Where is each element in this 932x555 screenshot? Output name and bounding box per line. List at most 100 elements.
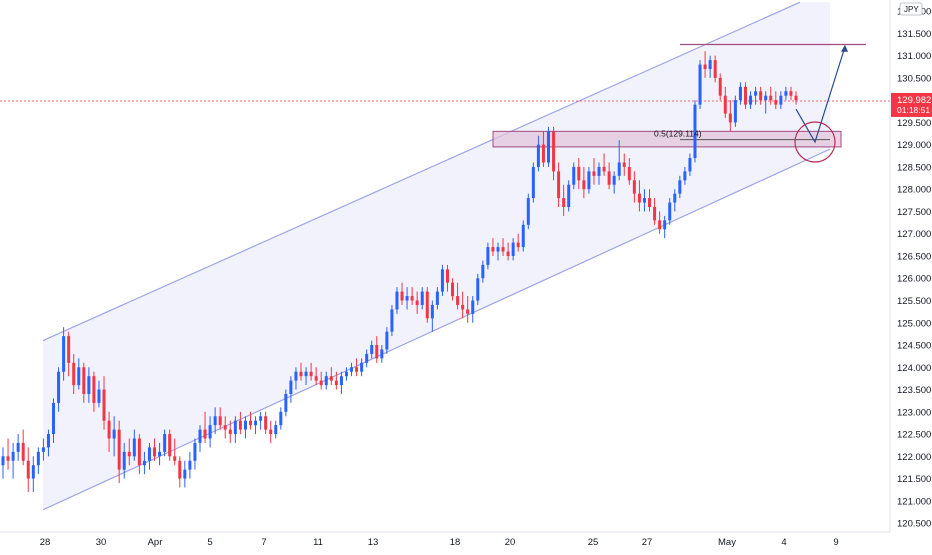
candle[interactable]	[547, 126, 551, 167]
candle[interactable]	[703, 51, 707, 78]
candle[interactable]	[749, 91, 753, 110]
candle[interactable]	[405, 287, 409, 310]
candle[interactable]	[334, 371, 338, 390]
candle[interactable]	[248, 411, 252, 430]
candle[interactable]	[11, 442, 15, 479]
candle[interactable]	[723, 86, 727, 118]
candle[interactable]	[163, 429, 167, 457]
currency-badge[interactable]	[899, 2, 923, 16]
candle[interactable]	[264, 411, 268, 435]
candle[interactable]	[637, 180, 641, 212]
candle[interactable]	[259, 411, 263, 430]
candle[interactable]	[592, 158, 596, 185]
candle[interactable]	[491, 238, 495, 256]
candle[interactable]	[678, 175, 682, 199]
candle[interactable]	[6, 438, 10, 470]
candle[interactable]	[132, 429, 136, 461]
candle[interactable]	[36, 447, 40, 475]
candle[interactable]	[158, 442, 162, 466]
candle[interactable]	[440, 264, 444, 297]
candle[interactable]	[663, 215, 667, 239]
candle[interactable]	[471, 296, 475, 323]
candle[interactable]	[122, 442, 126, 479]
candle[interactable]	[476, 273, 480, 305]
candle[interactable]	[642, 189, 646, 212]
candle[interactable]	[46, 429, 50, 457]
candle[interactable]	[350, 362, 354, 377]
candle[interactable]	[541, 131, 545, 167]
candle[interactable]	[506, 242, 510, 261]
candle[interactable]	[794, 91, 798, 105]
candle[interactable]	[117, 420, 121, 484]
candle[interactable]	[168, 429, 172, 461]
candle[interactable]	[41, 438, 45, 461]
candle[interactable]	[233, 416, 237, 443]
candle[interactable]	[627, 158, 631, 185]
candle[interactable]	[395, 287, 399, 314]
candle[interactable]	[597, 162, 601, 185]
candle[interactable]	[572, 162, 576, 190]
candle[interactable]	[501, 238, 505, 256]
candle[interactable]	[562, 184, 566, 216]
projection-arrow[interactable]	[795, 46, 846, 144]
candle[interactable]	[92, 371, 96, 412]
candle[interactable]	[461, 291, 465, 319]
candle[interactable]	[718, 73, 722, 101]
candle[interactable]	[435, 287, 439, 310]
candle[interactable]	[218, 407, 222, 430]
candle[interactable]	[531, 162, 535, 203]
candle[interactable]	[299, 362, 303, 381]
candle[interactable]	[481, 260, 485, 283]
candle[interactable]	[339, 371, 343, 394]
candle[interactable]	[602, 153, 606, 176]
candle[interactable]	[67, 331, 71, 377]
candle[interactable]	[198, 425, 202, 452]
candle[interactable]	[102, 376, 106, 430]
candle[interactable]	[142, 451, 146, 475]
candle[interactable]	[137, 434, 141, 475]
candle[interactable]	[304, 367, 308, 386]
candle[interactable]	[57, 367, 61, 412]
candle[interactable]	[147, 442, 151, 470]
candle[interactable]	[294, 367, 298, 390]
channel-upper-line[interactable]	[42, 1, 801, 342]
candle[interactable]	[375, 336, 379, 363]
candle[interactable]	[622, 153, 626, 176]
candle[interactable]	[466, 296, 470, 323]
candle[interactable]	[567, 180, 571, 212]
candle[interactable]	[536, 135, 540, 172]
candle[interactable]	[16, 434, 20, 461]
candle[interactable]	[1, 447, 5, 479]
candle[interactable]	[456, 282, 460, 310]
channel-lower-line[interactable]	[42, 148, 831, 511]
candle[interactable]	[385, 327, 389, 354]
candle[interactable]	[526, 193, 530, 230]
candle[interactable]	[668, 198, 672, 225]
candle[interactable]	[324, 371, 328, 390]
candle[interactable]	[365, 349, 369, 368]
candle[interactable]	[21, 429, 25, 466]
candle[interactable]	[451, 278, 455, 301]
candle[interactable]	[238, 411, 242, 435]
candle[interactable]	[683, 166, 687, 185]
candle[interactable]	[516, 233, 520, 252]
candle[interactable]	[587, 166, 591, 194]
candle[interactable]	[344, 367, 348, 381]
candle[interactable]	[213, 407, 217, 435]
candle[interactable]	[673, 189, 677, 212]
candle[interactable]	[769, 86, 773, 105]
candle[interactable]	[360, 358, 364, 377]
candle[interactable]	[557, 162, 561, 208]
candle[interactable]	[309, 362, 313, 381]
candle[interactable]	[577, 158, 581, 190]
candle[interactable]	[688, 153, 692, 176]
candle[interactable]	[97, 380, 101, 408]
candle[interactable]	[708, 55, 712, 78]
candle[interactable]	[269, 420, 273, 443]
candle[interactable]	[759, 86, 763, 105]
candle[interactable]	[521, 220, 525, 252]
candle[interactable]	[400, 282, 404, 305]
candle[interactable]	[279, 407, 283, 430]
